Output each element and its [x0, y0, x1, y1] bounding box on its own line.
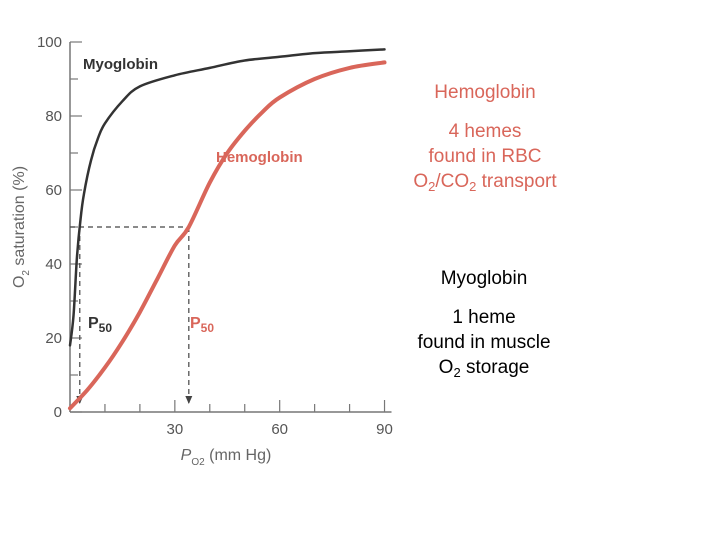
hemoglobin-note-title: Hemoglobin [434, 82, 536, 103]
hemoglobin-note-function: O2/CO2 transport [380, 169, 590, 195]
hemoglobin-note-co: /CO [435, 171, 470, 192]
myoglobin-note-storage: storage [460, 357, 530, 378]
y-axis-title-sub: 2 [21, 270, 32, 276]
myoglobin-note-o: O [438, 357, 454, 378]
myoglobin-curve [68, 48, 386, 347]
myoglobin-note-title: Myoglobin [440, 268, 528, 289]
x-tick-label: 90 [376, 421, 393, 438]
hemoglobin-note-o: O [413, 171, 429, 192]
x-axis-title-main: P [181, 447, 192, 464]
myoglobin-curve-label: Myoglobin [83, 56, 158, 73]
myoglobin-p50-label-main: P [88, 315, 99, 332]
y-tick-label: 0 [54, 404, 62, 421]
hemoglobin-note-hemes: 4 hemes [448, 121, 522, 142]
y-tick-label: 20 [45, 330, 62, 347]
hemoglobin-note-transport: transport [476, 171, 557, 192]
hemoglobin-note: Hemoglobin 4 hemes found in RBC O2/CO2 t… [380, 80, 590, 195]
y-tick-label: 40 [45, 256, 62, 273]
chart-curves [68, 48, 387, 411]
myoglobin-p50-label: P50 [88, 315, 112, 335]
hemoglobin-curve [68, 60, 387, 411]
y-axis-title: O2 saturation (%) [11, 166, 32, 288]
myoglobin-note-location: found in muscle [417, 332, 551, 353]
y-tick-label: 100 [37, 34, 62, 51]
x-axis-title-rest: (mm Hg) [205, 447, 272, 464]
x-tick-label: 60 [271, 421, 288, 438]
hemoglobin-note-location: found in RBC [428, 146, 542, 167]
y-axis-title-rest: saturation (%) [11, 166, 28, 270]
x-axis-title-sub: O2 [191, 457, 205, 468]
x-tick-label: 30 [166, 421, 183, 438]
myoglobin-note-o-sub: 2 [453, 365, 461, 380]
y-tick-label: 60 [45, 182, 62, 199]
hemoglobin-p50-guide-arrow [185, 396, 193, 404]
hemoglobin-p50-label: P50 [190, 315, 214, 335]
y-tick-label: 80 [45, 108, 62, 125]
hemoglobin-p50-label-main: P [190, 315, 201, 332]
hemoglobin-curve-label: Hemoglobin [216, 149, 303, 166]
hemoglobin-note-co-sub: 2 [469, 179, 477, 194]
hemoglobin-note-o-sub: 2 [428, 179, 436, 194]
y-axis-title-main: O [11, 276, 28, 288]
myoglobin-p50-label-sub: 50 [99, 321, 113, 335]
myoglobin-note-function: O2 storage [384, 355, 584, 381]
x-axis-title: PO2 (mm Hg) [181, 447, 272, 468]
myoglobin-note: Myoglobin 1 heme found in muscle O2 stor… [384, 266, 584, 381]
myoglobin-note-hemes: 1 heme [452, 307, 516, 328]
hemoglobin-p50-label-sub: 50 [201, 321, 215, 335]
